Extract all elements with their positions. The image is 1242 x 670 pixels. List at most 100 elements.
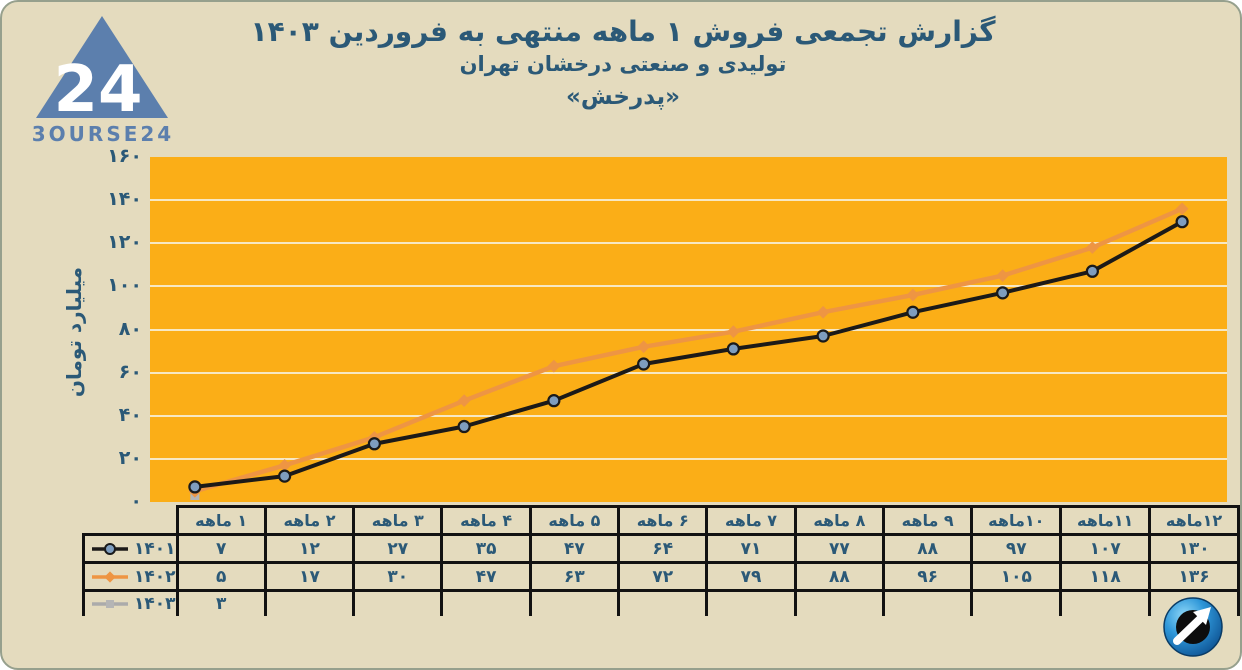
table-header-cell: ۱ ماهه — [175, 505, 267, 536]
table-cell: ۷۲ — [617, 561, 709, 592]
table-cell — [705, 589, 797, 616]
data-point-۱۴۰۲ — [547, 359, 561, 373]
table-cell: ۷ — [175, 533, 267, 564]
table-cell: ۴۷ — [528, 533, 621, 564]
table-cell: ۸۸ — [793, 561, 886, 592]
data-point-۱۴۰۱ — [367, 437, 381, 451]
gridline — [150, 242, 1227, 245]
table-corner-cell — [84, 507, 178, 535]
table-cell: ۱۱۸ — [1059, 561, 1152, 592]
table-cell: ۶۴ — [617, 533, 709, 564]
logo-wordmark: 3OURSE24 — [31, 122, 175, 146]
data-point-۱۴۰۲ — [727, 325, 740, 339]
bourse24-trend-icon — [1163, 597, 1223, 657]
table-cell: ۶۳ — [528, 561, 621, 592]
y-axis-tick-label: ۱۶۰ — [107, 145, 142, 167]
table-row-۱۴۰۱: ۱۴۰۱ ۷ ۱۲ ۲۷ ۳۵ ۴۷ ۶۴ ۷۱ ۷۷ ۸۸ ۹۷ ۱۰۷ ۱۳۰ — [82, 533, 1240, 564]
y-axis-tick-label: ۴۰ — [118, 403, 142, 426]
table-cell: ۷۷ — [793, 533, 886, 564]
table-cell: ۱۰۵ — [970, 561, 1063, 592]
data-point-۱۴۰۲ — [457, 394, 471, 408]
table-header-row: ۱ ماهه ۲ ماهه ۳ ماهه ۴ ماهه ۵ ماهه ۶ ماهه ۷ ما… — [84, 505, 1240, 536]
table-header-cell: ۱۲ماهه — [1148, 505, 1240, 536]
series-line-۱۴۰۲ — [192, 206, 1185, 494]
legend-cell-۱۴۰۲: ۱۴۰۲ — [82, 561, 179, 592]
data-point-۱۴۰۱ — [1175, 215, 1189, 229]
y-axis-tick-label: ۸۰ — [118, 317, 142, 340]
data-point-۱۴۰۱ — [188, 480, 202, 494]
table-cell: ۳۰ — [352, 561, 444, 592]
data-point-۱۴۰۱ — [996, 286, 1010, 300]
table-cell — [882, 589, 974, 616]
table-cell — [440, 589, 532, 616]
table-cell: ۳ — [175, 589, 267, 616]
table-cell — [1059, 589, 1152, 616]
table-cell — [793, 589, 886, 616]
table-cell — [617, 589, 709, 616]
table-header-cell: ۲ ماهه — [263, 505, 356, 536]
table-header-cell: ۵ ماهه — [528, 505, 621, 536]
data-point-۱۴۰۲ — [1086, 241, 1099, 254]
y-axis-tick-label: ۱۰۰ — [107, 274, 142, 297]
table-cell: ۲۷ — [352, 533, 444, 564]
plot-area — [150, 157, 1227, 502]
ticker-symbol: «پدرخش» — [566, 83, 680, 110]
table-header-cell: ۹ ماهه — [882, 505, 974, 536]
table-cell: ۷۱ — [705, 533, 797, 564]
table-cell: ۹۷ — [970, 533, 1063, 564]
data-point-۱۴۰۱ — [726, 342, 740, 356]
gridline — [150, 457, 1227, 460]
data-point-۱۴۰۱ — [547, 394, 561, 408]
table-header-cell: ۱۰ماهه — [970, 505, 1063, 536]
table-cell — [352, 589, 444, 616]
table-header-cell: ۶ ماهه — [617, 505, 709, 536]
series-line-۱۴۰۱ — [192, 219, 1185, 489]
gridline — [150, 285, 1227, 288]
y-axis-tick-label: ۶۰ — [118, 360, 142, 383]
y-axis-tick-label: ۲۰ — [118, 446, 142, 469]
table-cell: ۵ — [175, 561, 267, 592]
data-point-۱۴۰۲ — [906, 288, 920, 302]
data-point-۱۴۰۱ — [278, 469, 292, 483]
data-point-۱۴۰۲ — [996, 269, 1009, 282]
legend-swatch-۱۴۰۳ — [92, 600, 128, 608]
data-point-۱۴۰۱ — [457, 419, 471, 434]
data-point-۱۴۰۱ — [906, 305, 920, 319]
table-cell — [263, 589, 356, 616]
series-label: ۱۴۰۲ — [134, 566, 176, 587]
gridline — [150, 328, 1227, 331]
y-axis-tick-label: ۱۲۰ — [107, 231, 142, 254]
table-row-۱۴۰۲: ۱۴۰۲ ۵ ۱۷ ۳۰ ۴۷ ۶۳ ۷۲ ۷۹ ۸۸ ۹۶ ۱۰۵ ۱۱۸ ۱۳۶ — [82, 561, 1240, 592]
data-point-۱۴۰۱ — [816, 329, 830, 343]
table-cell: ۸۸ — [882, 533, 974, 564]
table-cell — [528, 589, 621, 616]
data-point-۱۴۰۲ — [637, 340, 650, 354]
table-header-cell: ۴ ماهه — [440, 505, 532, 536]
company-name: تولیدی و صنعتی درخشان تهران — [459, 52, 787, 77]
data-point-۱۴۰۲ — [278, 458, 291, 472]
logo-number: 24 — [53, 53, 142, 122]
bourse24-logo: 24 3OURSE24 — [28, 12, 178, 146]
data-point-۱۴۰۱ — [1085, 264, 1099, 278]
table-cell: ۱۳۶ — [1148, 561, 1240, 592]
table-cell: ۹۶ — [882, 561, 974, 592]
series-label: ۱۴۰۳ — [134, 594, 176, 614]
table-cell: ۳۵ — [440, 533, 532, 564]
legend-cell-۱۴۰۱: ۱۴۰۱ — [82, 533, 179, 564]
table-row-۱۴۰۳: ۱۴۰۳ ۳ — [82, 589, 1240, 616]
table-cell: ۱۰۷ — [1059, 533, 1152, 564]
gridline — [150, 414, 1227, 417]
data-point-۱۴۰۲ — [816, 305, 830, 319]
legend-swatch-۱۴۰۱ — [92, 542, 128, 555]
table-header-cell: ۱۱ماهه — [1059, 505, 1152, 536]
table-header-cell: ۷ ماهه — [705, 505, 797, 536]
data-point-۱۴۰۱ — [637, 357, 651, 371]
y-axis-tick-label: ۱۴۰ — [107, 188, 142, 211]
report-title: گزارش تجمعی فروش ۱ ماهه منتهی به فروردین… — [250, 15, 996, 48]
table-header-cell: ۳ ماهه — [352, 505, 444, 536]
logo-triangle-icon: 24 — [36, 16, 168, 127]
table-cell: ۱۲ — [263, 533, 356, 564]
chart-header: گزارش تجمعی فروش ۱ ماهه منتهی به فروردین… — [173, 14, 1073, 114]
data-table: ۱ ماهه ۲ ماهه ۳ ماهه ۴ ماهه ۵ ماهه ۶ ماهه ۷ ما… — [82, 505, 1240, 616]
